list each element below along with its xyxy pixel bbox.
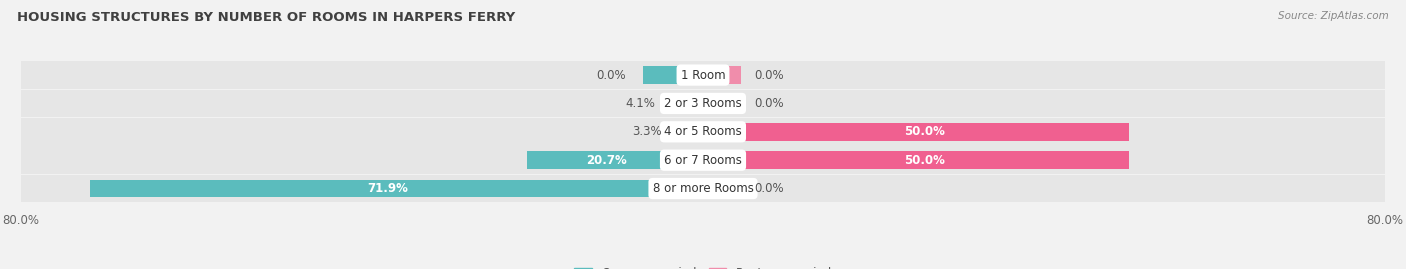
Bar: [21, 118, 1385, 146]
Text: 8 or more Rooms: 8 or more Rooms: [652, 182, 754, 195]
Text: Source: ZipAtlas.com: Source: ZipAtlas.com: [1278, 11, 1389, 21]
Text: 50.0%: 50.0%: [904, 125, 945, 138]
Text: 20.7%: 20.7%: [586, 154, 627, 167]
Text: 3.3%: 3.3%: [633, 125, 662, 138]
Bar: [703, 66, 741, 84]
Bar: [90, 180, 703, 197]
Text: 71.9%: 71.9%: [367, 182, 409, 195]
Bar: [21, 61, 1385, 89]
Text: 6 or 7 Rooms: 6 or 7 Rooms: [664, 154, 742, 167]
Text: 2 or 3 Rooms: 2 or 3 Rooms: [664, 97, 742, 110]
Bar: [21, 90, 1385, 117]
Bar: [21, 146, 1385, 174]
Text: 0.0%: 0.0%: [754, 97, 783, 110]
Bar: [703, 95, 741, 112]
Bar: [527, 151, 703, 169]
Text: 50.0%: 50.0%: [904, 154, 945, 167]
Bar: [703, 151, 1129, 169]
Bar: [703, 123, 1129, 141]
Text: 4.1%: 4.1%: [626, 97, 655, 110]
Bar: [644, 66, 703, 84]
Text: HOUSING STRUCTURES BY NUMBER OF ROOMS IN HARPERS FERRY: HOUSING STRUCTURES BY NUMBER OF ROOMS IN…: [17, 11, 515, 24]
Text: 4 or 5 Rooms: 4 or 5 Rooms: [664, 125, 742, 138]
Text: 0.0%: 0.0%: [754, 69, 783, 82]
Legend: Owner-occupied, Renter-occupied: Owner-occupied, Renter-occupied: [569, 263, 837, 269]
Text: 1 Room: 1 Room: [681, 69, 725, 82]
Bar: [703, 180, 741, 197]
Bar: [21, 175, 1385, 203]
Text: 0.0%: 0.0%: [754, 182, 783, 195]
Bar: [668, 95, 703, 112]
Bar: [675, 123, 703, 141]
Text: 0.0%: 0.0%: [596, 69, 626, 82]
